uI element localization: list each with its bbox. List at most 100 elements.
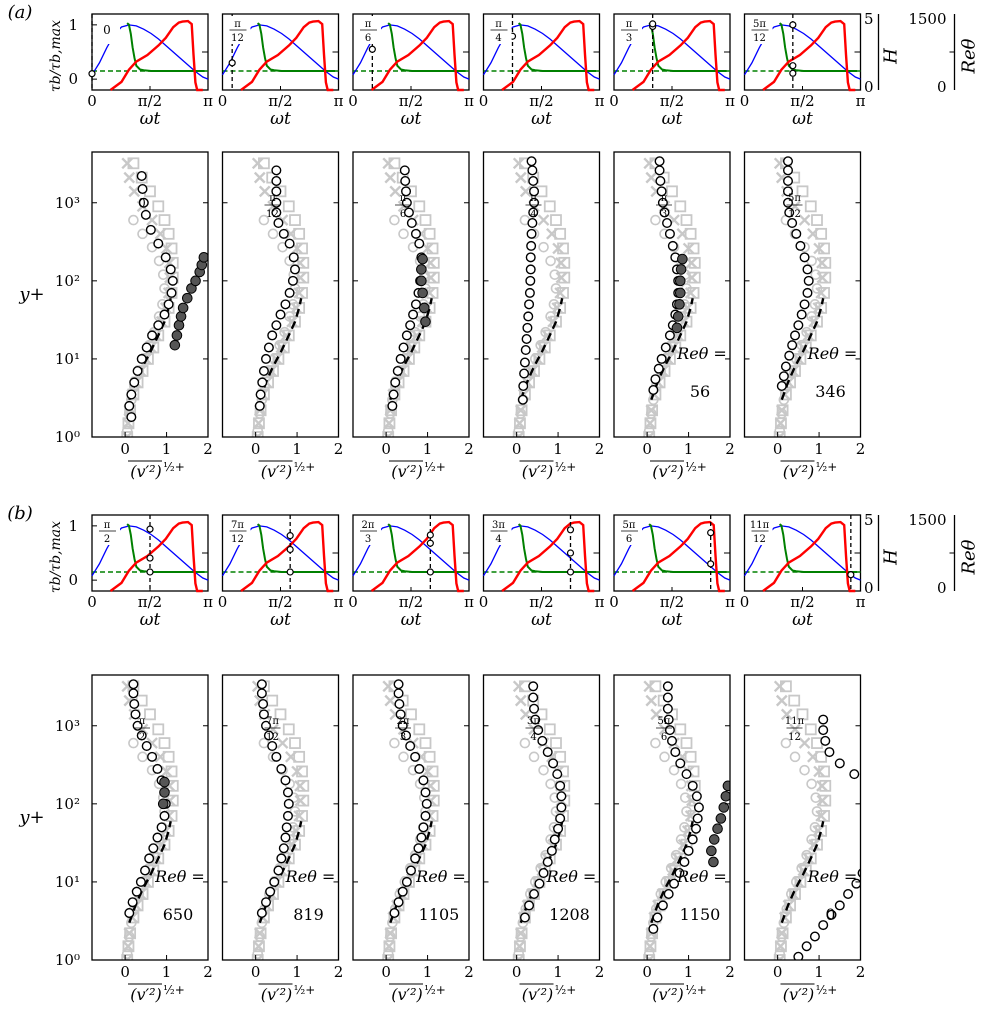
profile-open-marker (271, 165, 282, 176)
profile-filled-marker (420, 316, 431, 327)
profile-open-marker (128, 688, 139, 699)
reference-circle-marker (679, 792, 691, 803)
profile-open-marker (271, 751, 282, 762)
profile-filled-marker (675, 264, 687, 275)
x-tick-label: 2 (595, 440, 605, 458)
reference-circle-marker (279, 326, 290, 338)
profile-open-marker (656, 186, 667, 197)
profile-open-marker (395, 353, 406, 364)
h-marker (566, 568, 575, 576)
reference-square-marker (819, 794, 832, 807)
subplot-content (773, 156, 832, 437)
x-axis-label: ωt (401, 610, 422, 630)
profile-open-marker (410, 228, 421, 239)
phase-subplot-5: 11π 12 0 π/2 π ωt (740, 514, 866, 630)
x-tick-label: π/2 (268, 593, 292, 611)
reference-circle-marker (382, 425, 394, 437)
profile-open-marker (552, 769, 563, 780)
profile-open-marker (519, 368, 530, 379)
profile-open-marker (401, 186, 412, 197)
profile-open-marker (793, 320, 804, 331)
profile-open-marker (778, 371, 789, 382)
reference-circle-marker (809, 299, 821, 310)
profile-open-marker (843, 889, 854, 900)
reference-cross-marker (258, 185, 271, 198)
re-marker (707, 529, 715, 537)
phase-label-denominator: 6 (626, 534, 632, 545)
reference-circle-marker (650, 214, 661, 226)
reference-cross-marker (389, 185, 402, 198)
profile-open-marker (280, 775, 291, 786)
profile-open-marker (654, 156, 665, 167)
profile-open-marker (875, 792, 884, 801)
x-axis-label-exponent: ½+ (685, 460, 707, 474)
reference-square-marker (282, 723, 295, 736)
x-tick-label: 0 (251, 440, 261, 458)
re-tick-label: 0 (937, 579, 947, 597)
subplot-content (643, 156, 701, 437)
reference-circle-marker (643, 425, 655, 437)
profile-open-marker (691, 791, 702, 802)
profile-open-marker (147, 751, 158, 762)
reference-circle-marker (810, 269, 822, 280)
profile-open-marker (278, 228, 289, 239)
reference-square-marker (423, 750, 436, 763)
reference-circle-marker (137, 751, 148, 763)
reference-square-marker (427, 271, 440, 284)
profile-open-marker (537, 735, 548, 746)
profile-open-marker (529, 186, 540, 197)
profile-open-marker (663, 714, 674, 725)
reference-cross-marker (798, 737, 811, 749)
reference-square-marker (780, 388, 792, 401)
profile-open-marker (153, 320, 164, 331)
reference-cross-marker (514, 694, 527, 707)
profile-filled-marker (418, 302, 430, 314)
profile-open-marker (403, 207, 414, 218)
x-tick-label: 0 (87, 92, 97, 110)
profile-open-marker (780, 361, 791, 372)
profile-open-marker (784, 350, 795, 361)
reference-circle-marker (252, 425, 264, 437)
x-axis-label: (v′²) (391, 462, 423, 481)
profile-open-marker (399, 165, 410, 176)
reference-square-marker (674, 723, 687, 736)
profile-open-marker (261, 897, 272, 908)
reference-square-marker (688, 271, 701, 284)
x-axis-label-exponent: ½+ (294, 460, 316, 474)
profile-open-marker (519, 912, 530, 923)
h-marker (426, 568, 434, 576)
phase-label-numerator: π (495, 19, 502, 30)
reference-cross-marker (251, 157, 264, 170)
y-left-tick-label: 1 (68, 517, 78, 535)
reference-cross-marker (384, 927, 397, 940)
h-marker (146, 568, 154, 576)
x-axis-label-exponent: ½+ (816, 983, 838, 997)
y-tick-label: 10¹ (55, 350, 80, 368)
profile-open-marker (524, 287, 535, 298)
profile-open-marker (410, 299, 421, 310)
profile-filled-marker (706, 845, 717, 857)
x-tick-label: 0 (609, 593, 619, 611)
profile-open-marker (393, 688, 404, 699)
y-left-axis-label: τb/τb,max (48, 521, 64, 593)
profile-filled-marker (674, 299, 685, 310)
shape-factor-curve (778, 523, 858, 573)
profile-phase-numerator: π (269, 193, 276, 204)
reference-cross-marker (645, 404, 658, 417)
profile-phase-numerator: π (400, 193, 407, 204)
y-left-tick-label: 0 (68, 70, 78, 88)
reference-cross-marker (421, 242, 434, 255)
profile-open-marker (165, 264, 176, 275)
tau-marker (789, 21, 797, 29)
profile-phase-numerator: 5π (658, 716, 671, 727)
profile-subplot-frame (482, 151, 601, 438)
reference-circle-marker (528, 751, 540, 763)
phase-subplot-4: 5π 6 0 π/2 π ωt (609, 514, 735, 630)
profile-open-marker (662, 692, 673, 703)
x-axis-label: (v′²) (783, 462, 815, 481)
profile-phase-numerator: 5π (788, 193, 801, 204)
profile-open-marker (129, 698, 140, 709)
x-tick-label: 0 (120, 440, 130, 458)
profile-open-marker (834, 900, 845, 911)
reference-cross-marker (425, 271, 437, 284)
